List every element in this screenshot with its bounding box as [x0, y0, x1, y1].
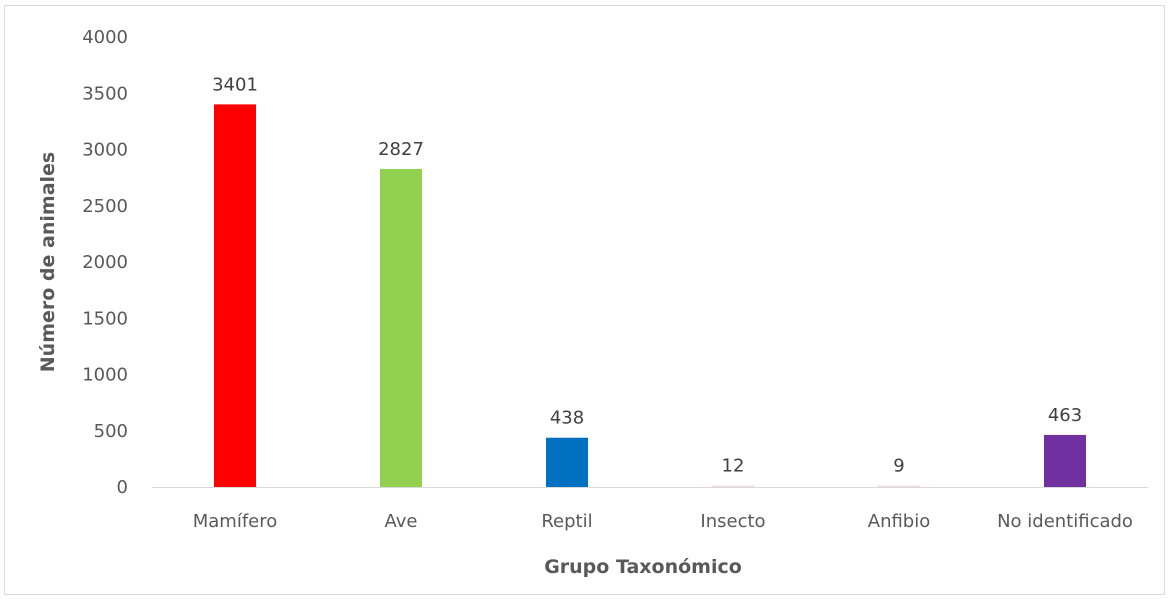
x-axis-title: Grupo Taxonómico: [544, 556, 742, 578]
data-labels: 3401 2827 438 12 9 463: [212, 74, 1082, 476]
y-tick-label: 2500: [82, 196, 128, 217]
bar: [712, 485, 754, 487]
bar: [380, 168, 422, 487]
bar: [1044, 434, 1086, 487]
data-label: 12: [722, 456, 745, 477]
data-label: 463: [1048, 405, 1082, 426]
bars: [214, 104, 1086, 487]
y-tick-label: 0: [117, 477, 128, 498]
y-axis-ticks: 0 500 1000 1500 2000 2500 3000 3500 4000: [82, 27, 128, 498]
x-category-label: Mamífero: [193, 511, 278, 532]
y-axis-title: Número de animales: [37, 152, 59, 372]
data-label: 2827: [378, 139, 424, 160]
y-tick-label: 500: [94, 421, 128, 442]
y-tick-label: 4000: [82, 27, 128, 48]
y-tick-label: 3500: [82, 83, 128, 104]
data-label: 438: [550, 408, 584, 429]
chart-frame: [4, 5, 1165, 595]
x-category-label: Insecto: [700, 511, 765, 532]
bar: [214, 104, 256, 487]
y-tick-label: 1000: [82, 365, 128, 386]
bar: [878, 485, 920, 487]
data-label: 3401: [212, 74, 258, 95]
bar: [546, 437, 588, 487]
y-tick-label: 2000: [82, 252, 128, 273]
y-tick-label: 3000: [82, 140, 128, 161]
x-category-label: Ave: [385, 511, 418, 532]
y-tick-label: 1500: [82, 308, 128, 329]
x-category-label: Anfibio: [868, 511, 931, 532]
x-category-label: Reptil: [541, 511, 592, 532]
data-label: 9: [893, 456, 904, 477]
x-axis-categories: Mamífero Ave Reptil Insecto Anfibio No identi…: [193, 511, 1133, 532]
x-category-label: No identificado: [997, 511, 1133, 532]
